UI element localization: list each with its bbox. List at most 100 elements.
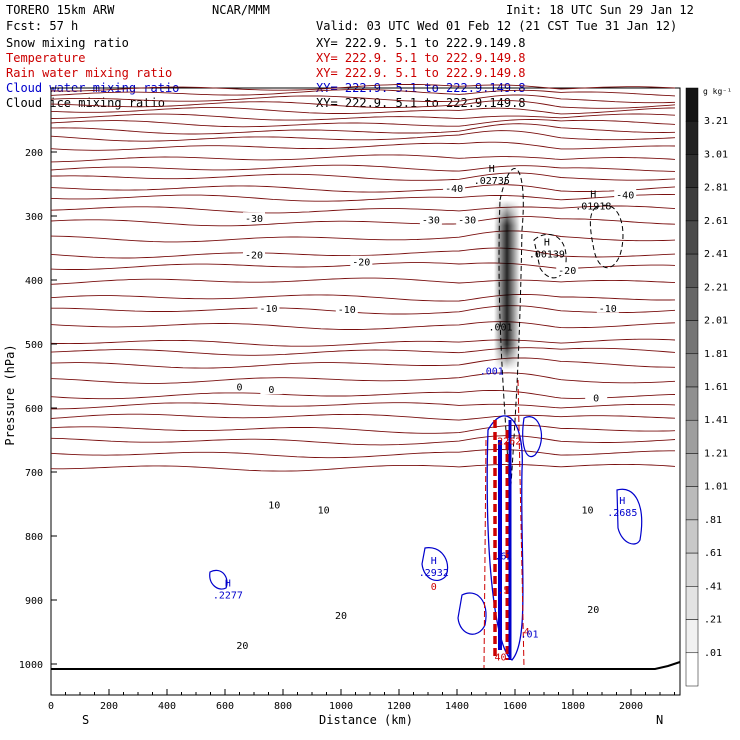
ground-line	[51, 661, 681, 670]
colorbar-swatch	[685, 353, 699, 388]
isotherm-label-bg	[228, 380, 251, 392]
extremum-marker: H	[619, 496, 625, 507]
colorbar-label: .61	[704, 548, 722, 559]
field-name: Temperature	[6, 51, 85, 65]
colorbar-swatch	[685, 453, 699, 487]
x-tick-label: 1200	[387, 701, 411, 712]
isotherm-label: 20	[335, 611, 347, 622]
isotherm-line	[51, 305, 676, 315]
isotherm-line	[50, 94, 676, 104]
x-tick-label: 1400	[445, 701, 469, 712]
isotherm-label: -40	[616, 191, 634, 202]
isotherm-label-bg	[263, 498, 286, 510]
init-label: Init: 18 UTC Sun 29 Jan 12	[506, 3, 694, 17]
x-tick-label: 1800	[561, 701, 585, 712]
extremum-value: 0	[431, 582, 437, 593]
isotherm-label-bg	[582, 603, 605, 615]
snow-contour	[498, 168, 524, 501]
isotherm-line	[50, 119, 676, 128]
extremum-value: .00139	[529, 249, 565, 260]
valid-label: Valid: 03 UTC Wed 01 Feb 12 (21 CST Tue …	[316, 19, 677, 33]
isotherm-label-bg	[443, 182, 466, 194]
isotherm-label: -30	[422, 215, 440, 226]
extremum-value: 40	[494, 653, 506, 664]
extremum-value: .2277	[213, 591, 243, 602]
field-name: Snow mixing ratio	[6, 36, 129, 50]
colorbar-label: .81	[704, 515, 722, 526]
colorbar-swatch	[685, 652, 699, 687]
isotherm-label-bg	[243, 248, 265, 260]
isotherm-label: 0	[268, 385, 274, 396]
surface-line	[51, 661, 681, 670]
x-tick-label: 800	[274, 701, 292, 712]
isotherm-label: -20	[558, 266, 576, 277]
isotherm-line	[50, 321, 676, 330]
extremum-marker: H	[431, 556, 437, 567]
extremum-value: .5	[497, 585, 509, 596]
isotherm-label: 0	[593, 393, 599, 404]
extremum-marker: H	[590, 189, 596, 200]
isotherm-label-bg	[456, 213, 479, 225]
isotherm-label-bg	[576, 503, 599, 515]
isotherm-line	[50, 357, 676, 369]
isotherm-label: 20	[587, 605, 599, 616]
colorbar-swatch	[685, 619, 699, 654]
y-tick-label: 600	[25, 404, 43, 415]
colorbar-label: 2.61	[704, 216, 728, 227]
rain-contour	[483, 439, 487, 669]
colorbar-label: 3.01	[704, 149, 728, 160]
isotherm-line	[50, 372, 676, 384]
extremum-marker: H	[544, 237, 550, 248]
temperature-contours	[50, 83, 676, 472]
colorbar-swatch	[685, 519, 699, 554]
isotherm-label: 10	[318, 505, 330, 516]
isotherm-label-bg	[260, 383, 283, 395]
isotherm-label: 20	[236, 641, 248, 652]
extremum-value: .001	[488, 322, 512, 333]
ice-contour	[589, 204, 624, 268]
colorbar-label: 1.81	[704, 349, 728, 360]
isotherm-line	[50, 449, 675, 459]
y-tick-label: 300	[25, 212, 43, 223]
colorbar-label: 2.81	[704, 183, 728, 194]
ice-contour	[533, 233, 567, 279]
extremum-marker: H	[489, 164, 495, 175]
y-tick-label: 800	[25, 532, 43, 543]
extremum-value: 2262	[497, 436, 521, 447]
isotherm-line	[50, 205, 676, 214]
colorbar-label: 1.61	[704, 382, 728, 393]
x-tick-label: 400	[158, 701, 176, 712]
colorbar-swatch	[685, 120, 699, 155]
cloud-water-contour	[421, 547, 449, 581]
x-tick-label: 2000	[619, 701, 643, 712]
isotherm-line	[50, 172, 676, 181]
extremum-value: .01	[520, 630, 538, 641]
isotherm-label-bg	[231, 639, 254, 651]
cloud-contours	[209, 168, 643, 669]
colorbar: 3.21 3.01 2.81 2.61 2.41 2.21 2.01 1.81 1.61 1.41…	[685, 87, 732, 687]
isotherm-label-bg	[335, 303, 358, 315]
extremum-value: .62	[494, 551, 512, 562]
colorbar-swatch	[685, 154, 699, 188]
y-tick-label: 700	[25, 468, 43, 479]
isotherm-label-bg	[312, 503, 335, 515]
temperature-labels: -40 -40 -30 -30 -30 -20 -20 -20 -10 -10 -10 0 0 0 10 10…	[228, 182, 637, 652]
isotherm-line	[50, 230, 676, 243]
extremum-value: .001	[480, 367, 504, 378]
isotherm-label: -10	[259, 304, 277, 315]
field-xy-range: XY= 222.9. 5.1 to 222.9.149.8	[316, 51, 526, 65]
isotherm-label: -30	[458, 215, 476, 226]
isotherm-label: 10	[581, 505, 593, 516]
extremum-value: 4	[524, 627, 530, 638]
colorbar-swatch	[685, 586, 699, 620]
cloud-water-contour	[522, 416, 543, 458]
colorbar-label: 1.01	[704, 482, 728, 493]
cloud-water-contour	[457, 592, 487, 635]
isotherm-line	[50, 247, 676, 259]
colorbar-label: .01	[704, 648, 722, 659]
x-tick-label: 0	[48, 701, 54, 712]
isotherm-line	[50, 390, 676, 400]
colorbar-label: 3.21	[704, 116, 728, 127]
cloud-water-contour	[209, 569, 228, 590]
